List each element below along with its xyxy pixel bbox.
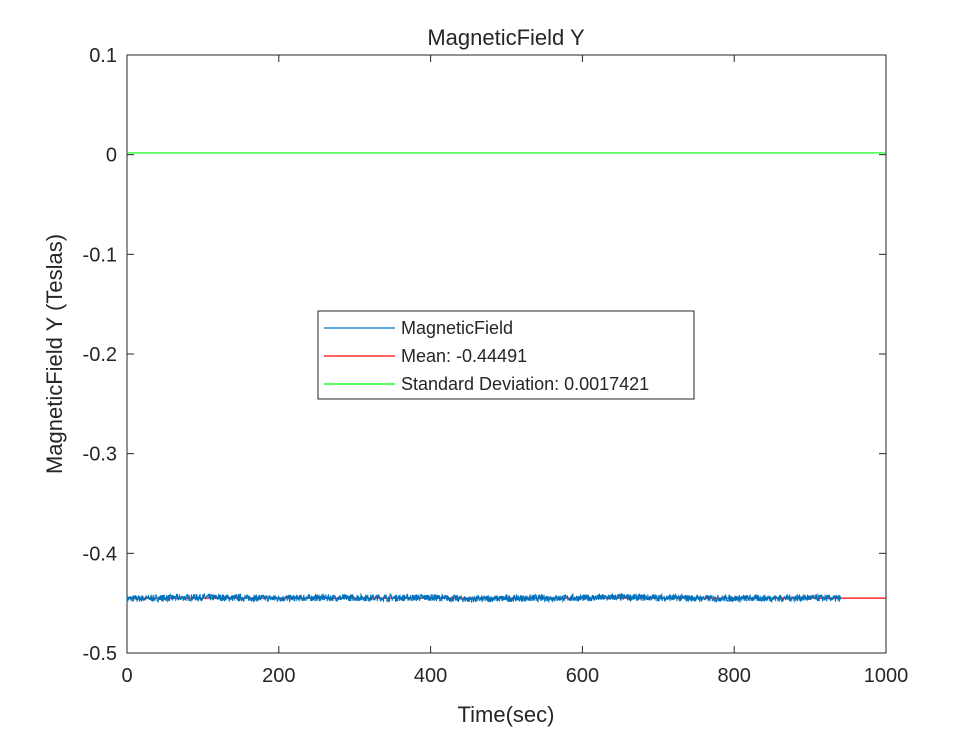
x-tick-label: 200 <box>262 665 295 687</box>
y-tick-label: 0.1 <box>89 45 117 67</box>
legend[interactable]: MagneticField Mean: -0.44491 Standard Devi… <box>317 310 695 400</box>
y-tick-label: -0.5 <box>83 643 117 665</box>
x-tick-label: 1000 <box>864 665 909 687</box>
legend-entries: MagneticField Mean: -0.44491 Standard Devi… <box>324 318 649 394</box>
ticks-layer: 0 200 400 600 800 1000 0.1 0 -0.1 -0.2 -0.3 -0.4 -0.… <box>83 45 909 687</box>
x-tick-label: 800 <box>718 665 751 687</box>
y-tick-label: -0.2 <box>83 344 117 366</box>
x-tick-label: 400 <box>414 665 447 687</box>
x-axis-label: Time(sec) <box>458 702 555 727</box>
legend-label: Mean: -0.44491 <box>401 346 527 366</box>
legend-label: Standard Deviation: 0.0017421 <box>401 374 649 394</box>
x-tick-label: 0 <box>121 665 132 687</box>
legend-label: MagneticField <box>401 318 513 338</box>
series-line <box>126 592 841 604</box>
y-tick-label: -0.3 <box>83 444 117 466</box>
y-axis-label: MagneticField Y (Teslas) <box>42 234 67 474</box>
series-layer <box>126 152 886 604</box>
y-tick-label: 0 <box>106 145 117 167</box>
x-tick-label: 600 <box>566 665 599 687</box>
y-tick-label: -0.1 <box>83 244 117 266</box>
y-tick-label: -0.4 <box>83 543 117 565</box>
chart-title: MagneticField Y <box>427 25 585 50</box>
